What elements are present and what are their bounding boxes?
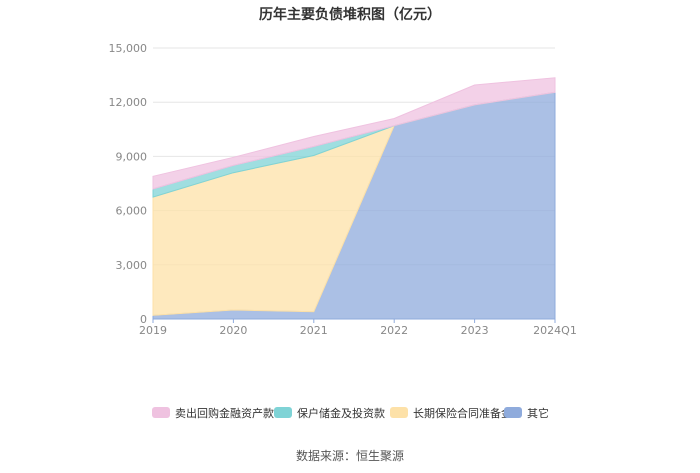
legend-label: 长期保险合同准备金 [413,406,512,420]
area-series [152,77,556,320]
y-tick-label: 15,000 [109,42,148,55]
y-tick-label: 6,000 [116,205,148,218]
legend-item[interactable]: 保户储金及投资款 [274,406,385,420]
legend-swatch [152,407,170,418]
legend-label: 卖出回购金融资产款 [175,406,274,420]
x-tick-label: 2022 [380,324,408,337]
x-tick-label: 2023 [461,324,489,337]
y-tick-label: 0 [140,313,147,326]
legend-item[interactable]: 其它 [504,406,549,420]
legend-label: 保户储金及投资款 [297,406,385,420]
data-source: 数据来源：恒生聚源 [295,449,404,463]
axes: 0 3,000 6,000 9,000 12,000 15,000 2019 2020 2021… [109,42,577,337]
legend-swatch [504,407,522,418]
y-tick-label: 9,000 [116,150,148,163]
x-tick-label: 2024Q1 [533,324,577,337]
legend-item[interactable]: 卖出回购金融资产款 [152,406,274,420]
legend-swatch [274,407,292,418]
x-tick-label: 2020 [219,324,247,337]
y-tick-label: 3,000 [116,259,148,272]
legend-label: 其它 [527,406,549,420]
legend: 卖出回购金融资产款 保户储金及投资款 长期保险合同准备金 其它 [152,406,549,420]
legend-swatch [390,407,408,418]
x-tick-label: 2019 [139,324,167,337]
x-tick-label: 2021 [300,324,328,337]
legend-item[interactable]: 长期保险合同准备金 [390,406,512,420]
area-series-3 [152,77,556,190]
chart-title: 历年主要负债堆积图（亿元） [259,7,441,23]
y-tick-label: 12,000 [109,96,148,109]
